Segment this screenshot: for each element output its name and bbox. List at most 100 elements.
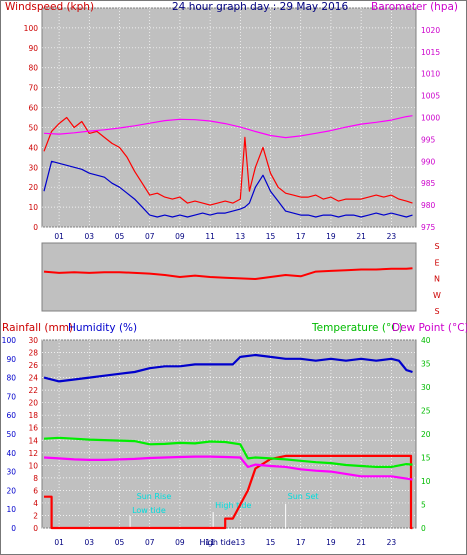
tide-sun-annotations: Sun Rise Low tide Sun Set High tide High tid… bbox=[129, 492, 319, 547]
wind-direction-plot-area bbox=[41, 242, 417, 312]
temperature-tick-label: 30 bbox=[421, 383, 431, 392]
windspeed-tick-label: 60 bbox=[28, 104, 38, 113]
rainfall-tick-label: 4 bbox=[33, 499, 38, 508]
temperature-tick-label: 10 bbox=[421, 477, 431, 486]
windspeed-tick-label: 80 bbox=[28, 64, 38, 73]
rainfall-tick-label: 28 bbox=[28, 349, 38, 358]
rainfall-tick-label: 2 bbox=[33, 511, 38, 520]
humidity-tick-label: 30 bbox=[6, 468, 16, 477]
rain-hum-temp-ticks: 0246810121416182022242628300102030405060… bbox=[2, 336, 431, 547]
wind-direction-label: S bbox=[434, 242, 439, 251]
barometer-tick-label: 1000 bbox=[421, 114, 440, 123]
barometer-tick-label: 980 bbox=[421, 201, 436, 210]
humidity-line bbox=[43, 353, 413, 383]
barometer-tick-label: 1015 bbox=[421, 48, 440, 57]
sunset-annotation: Sun Set bbox=[288, 492, 319, 501]
high-tide-axis-annotation: High tide bbox=[200, 538, 236, 547]
barometer-tick-label: 1005 bbox=[421, 92, 440, 101]
windspeed-tick-label: 10 bbox=[28, 203, 38, 212]
wind-baro-series bbox=[43, 115, 413, 218]
graph-title: 24 hour graph day : 29 May 2016 bbox=[172, 1, 348, 13]
rainfall-tick-label: 24 bbox=[28, 374, 38, 383]
barometer-axis-title: Barometer (hpa) bbox=[371, 1, 458, 13]
humidity-tick-label: 50 bbox=[6, 430, 16, 439]
humidity-tick-label: 60 bbox=[6, 411, 16, 420]
windspeed-average-line bbox=[43, 160, 413, 218]
rain-x-tick-label: 09 bbox=[175, 538, 185, 547]
rain-x-tick-label: 05 bbox=[115, 538, 125, 547]
wind-x-tick-label: 07 bbox=[145, 232, 155, 241]
wind-x-tick-label: 13 bbox=[236, 232, 246, 241]
rain-x-tick-label: 13 bbox=[236, 538, 246, 547]
temperature-tick-label: 15 bbox=[421, 454, 431, 463]
barometer-tick-label: 1020 bbox=[421, 26, 440, 35]
wind-x-tick-label: 01 bbox=[54, 232, 64, 241]
wind-x-tick-label: 15 bbox=[266, 232, 276, 241]
rain-x-tick-label: 01 bbox=[54, 538, 64, 547]
wind-x-tick-label: 05 bbox=[115, 232, 125, 241]
rainfall-tick-label: 0 bbox=[33, 524, 38, 533]
wind-x-tick-label: 09 bbox=[175, 232, 185, 241]
humidity-tick-label: 40 bbox=[6, 449, 16, 458]
temperature-tick-label: 20 bbox=[421, 430, 431, 439]
dewpoint-line bbox=[43, 455, 413, 481]
humidity-tick-label: 100 bbox=[2, 336, 17, 345]
windspeed-tick-label: 0 bbox=[33, 223, 38, 232]
wind-direction-label: E bbox=[434, 258, 439, 267]
wind-baro-ticks: 0102030405060708090100975980985990995100… bbox=[24, 24, 441, 241]
rainfall-tick-label: 14 bbox=[28, 436, 38, 445]
rainfall-tick-label: 16 bbox=[28, 424, 38, 433]
barometer-tick-label: 995 bbox=[421, 135, 436, 144]
rain-hum-temp-plot-area bbox=[41, 339, 417, 529]
wind-baro-plot-area bbox=[41, 7, 417, 228]
rainfall-tick-label: 10 bbox=[28, 461, 38, 470]
humidity-axis-title: Humidity (%) bbox=[68, 322, 137, 334]
wind-baro-panel: 0102030405060708090100975980985990995100… bbox=[5, 1, 458, 241]
temperature-tick-label: 0 bbox=[421, 524, 426, 533]
rainfall-tick-label: 22 bbox=[28, 386, 38, 395]
low-tide-annotation: Low tide bbox=[132, 506, 166, 515]
rainfall-tick-label: 12 bbox=[28, 449, 38, 458]
temperature-tick-label: 5 bbox=[421, 501, 426, 510]
wind-x-tick-label: 19 bbox=[326, 232, 336, 241]
sunrise-annotation: Sun Rise bbox=[137, 492, 172, 501]
temperature-axis-title: Temperature (°C) bbox=[311, 322, 403, 334]
barometer-tick-label: 1010 bbox=[421, 70, 440, 79]
rain-x-tick-label: 03 bbox=[85, 538, 95, 547]
windspeed-tick-label: 50 bbox=[28, 123, 38, 132]
humidity-tick-label: 10 bbox=[6, 505, 16, 514]
barometer-line bbox=[43, 115, 413, 139]
rain-x-tick-label: 19 bbox=[326, 538, 336, 547]
wind-baro-grid bbox=[42, 7, 416, 228]
rain-hum-temp-panel: Sun Rise Low tide Sun Set High tide High tid… bbox=[2, 322, 467, 547]
high-tide-annotation: High tide bbox=[215, 501, 251, 510]
windspeed-tick-label: 40 bbox=[28, 143, 38, 152]
wind-direction-label: S bbox=[434, 307, 439, 316]
rain-x-tick-label: 17 bbox=[296, 538, 306, 547]
windspeed-tick-label: 100 bbox=[24, 24, 39, 33]
wind-x-tick-label: 17 bbox=[296, 232, 306, 241]
humidity-tick-label: 80 bbox=[6, 374, 16, 383]
temperature-tick-label: 40 bbox=[421, 336, 431, 345]
windspeed-tick-label: 90 bbox=[28, 44, 38, 53]
temperature-tick-label: 25 bbox=[421, 407, 431, 416]
rainfall-tick-label: 30 bbox=[28, 336, 38, 345]
rain-hum-temp-series bbox=[43, 353, 413, 530]
windspeed-axis-title: Windspeed (kph) bbox=[5, 1, 94, 13]
humidity-tick-label: 70 bbox=[6, 392, 16, 401]
humidity-tick-label: 90 bbox=[6, 355, 16, 364]
windspeed-tick-label: 20 bbox=[28, 183, 38, 192]
barometer-tick-label: 990 bbox=[421, 157, 436, 166]
wind-x-tick-label: 03 bbox=[85, 232, 95, 241]
barometer-tick-label: 985 bbox=[421, 179, 436, 188]
windspeed-tick-label: 30 bbox=[28, 163, 38, 172]
dewpoint-axis-title: Dew Point (°C) bbox=[392, 322, 467, 334]
high-tide-axis-annotation-bg bbox=[199, 537, 236, 547]
humidity-tick-label: 0 bbox=[11, 524, 16, 533]
rain-x-tick-label: 11 bbox=[205, 538, 215, 547]
rainfall-axis-title: Rainfall (mm) bbox=[2, 322, 73, 334]
rainfall-line bbox=[44, 454, 413, 530]
